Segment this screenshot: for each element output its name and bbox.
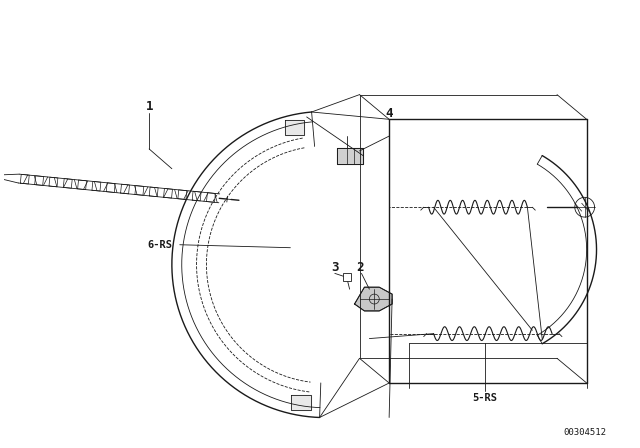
Text: 3: 3 xyxy=(331,261,339,274)
Text: 00304512: 00304512 xyxy=(563,428,607,437)
Polygon shape xyxy=(337,148,364,164)
Polygon shape xyxy=(285,121,304,135)
Bar xyxy=(342,273,351,281)
Text: 4: 4 xyxy=(385,107,393,120)
Polygon shape xyxy=(355,287,392,311)
Text: 5-RS: 5-RS xyxy=(472,393,497,403)
Text: 6-RS: 6-RS xyxy=(147,240,172,250)
Text: 1: 1 xyxy=(145,100,153,113)
Polygon shape xyxy=(291,395,311,410)
Text: 2: 2 xyxy=(356,261,364,274)
